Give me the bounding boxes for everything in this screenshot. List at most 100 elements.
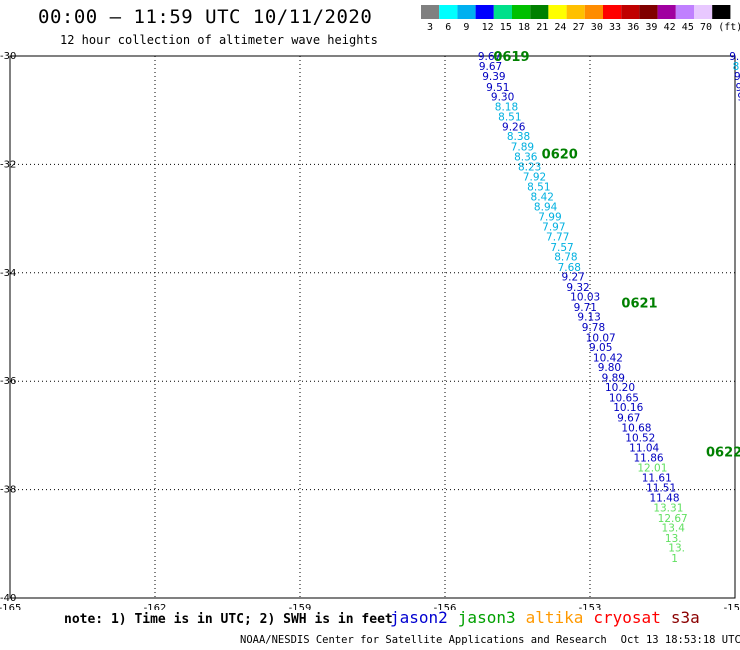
wave-height-label: 9.26 (502, 121, 526, 133)
wave-height-label: 9.30 (491, 92, 514, 104)
wave-height-label: 9 (737, 92, 740, 104)
wave-height-label: 8.18 (495, 101, 518, 113)
wave-height-label: 13.31 (653, 502, 683, 514)
legend-label: 18 (518, 22, 531, 33)
legend-label: 33 (609, 22, 622, 33)
legend-label: 39 (645, 22, 658, 33)
satellite-cryosat: cryosat (593, 608, 661, 627)
wave-height-label: 7.57 (550, 242, 573, 254)
legend-swatch (475, 5, 494, 19)
wave-height-label: 13. (668, 543, 685, 555)
credit-text: NOAA/NESDIS Center for Satellite Applica… (240, 634, 607, 646)
legend-swatch (512, 5, 531, 19)
legend-label: 12 (481, 22, 494, 33)
x-tick-label: -159 (289, 603, 312, 610)
legend-swatch (712, 5, 731, 19)
wave-height-label: 11.51 (646, 482, 676, 494)
wave-height-label: 7.68 (558, 262, 581, 274)
wave-height-label: 10.03 (570, 292, 600, 304)
x-tick-label: -165 (0, 603, 21, 610)
legend-swatch (421, 5, 440, 19)
wave-height-label: 8.51 (527, 182, 550, 194)
wave-height-label: 13.4 (662, 523, 686, 535)
wave-height-label: 9.13 (577, 312, 600, 324)
wave-height-label: 7.97 (542, 222, 565, 234)
wave-height-label: 11.86 (634, 453, 664, 465)
y-tick-label: -36 (0, 376, 16, 387)
wave-height-label: 13. (665, 533, 682, 545)
wave-height-label: 9.7 (729, 51, 740, 63)
wave-height-label: 10.52 (625, 433, 655, 445)
wave-height-label: 8. (733, 61, 740, 73)
wave-height-label: 7.92 (523, 171, 546, 183)
wave-height-label: 10.16 (613, 402, 643, 414)
wave-height-label: 9.67 (478, 51, 501, 63)
wave-height-label: 9.89 (602, 372, 625, 384)
footer-note: note: 1) Time is in UTC; 2) SWH is in fe… (64, 612, 393, 627)
wave-height-label: 10.07 (586, 332, 616, 344)
color-legend (421, 5, 731, 19)
legend-label: 3 (427, 22, 434, 33)
wave-height-label: 9.80 (598, 362, 621, 374)
legend-swatch (639, 5, 658, 19)
wave-height-label: 9.71 (574, 302, 597, 314)
wave-height-label: 8.36 (514, 151, 538, 163)
wave-height-label: 11.48 (649, 493, 679, 505)
legend-label: 6 (445, 22, 452, 33)
y-tick-label: -32 (0, 159, 16, 170)
legend-label: 15 (499, 22, 512, 33)
wave-height-label: 8.42 (531, 191, 554, 203)
wave-height-label: 7.89 (511, 142, 534, 154)
wave-height-label: 9. (734, 71, 740, 83)
legend-label: 24 (554, 22, 567, 33)
wave-height-label: 9.67 (617, 413, 640, 425)
legend-swatch (439, 5, 458, 19)
legend-label: 30 (590, 22, 603, 33)
wave-height-label: 12.01 (637, 462, 667, 474)
wave-height-label: 12.67 (658, 513, 688, 525)
legend-label: 21 (536, 22, 549, 33)
legend-label: (ft) (718, 22, 740, 33)
wave-height-label: 9. (735, 82, 740, 94)
wave-height-label: 9.78 (582, 322, 605, 334)
legend-swatch (584, 5, 603, 19)
y-tick-label: -30 (0, 51, 16, 62)
legend-label: 70 (700, 22, 713, 33)
wave-height-label: 8.38 (507, 131, 530, 143)
wave-height-label: 1 (671, 553, 678, 565)
legend-swatch (457, 5, 476, 19)
time-label: 0620 (542, 148, 578, 163)
legend-swatch (657, 5, 676, 19)
wave-height-label: 9.27 (561, 272, 584, 284)
time-label: 0622 (706, 446, 740, 461)
legend-label: 27 (572, 22, 585, 33)
wave-height-label: 7.99 (538, 211, 561, 223)
wave-height-label: 9.05 (589, 342, 612, 354)
satellite-altika: altika (525, 608, 584, 627)
wave-height-label: 9.32 (566, 282, 589, 294)
time-label: 0619 (493, 50, 529, 65)
wave-height-label: 9.51 (486, 82, 509, 94)
legend-swatch (621, 5, 640, 19)
page-title: 00:00 – 11:59 UTC 10/11/2020 (38, 6, 373, 28)
x-tick-label: -150 (724, 603, 740, 610)
generated-timestamp: Oct 13 18:53:18 UTC 2020 (620, 634, 740, 646)
wave-height-label: 9.39 (482, 71, 505, 83)
wave-height-label: 11.04 (629, 442, 659, 454)
satellite-s3a: s3a (670, 608, 700, 627)
wave-height-map: -165 -162 -159 -156 -153 -150 -30 -32 -34 -36 -38 -… (0, 50, 740, 610)
wave-height-label: 7.77 (546, 231, 569, 243)
x-tick-label: -162 (144, 603, 167, 610)
credit-line: NOAA/NESDIS Center for Satellite Applica… (240, 634, 740, 646)
satellite-jason3: jason3 (457, 608, 516, 627)
wave-height-label: 8.78 (554, 252, 577, 264)
wave-height-label: 10.68 (621, 422, 651, 434)
y-tick-label: -34 (0, 268, 16, 279)
legend-swatch (694, 5, 713, 19)
legend-swatch (493, 5, 512, 19)
satellite-jason2: jason2 (390, 608, 448, 627)
legend-swatch (675, 5, 694, 19)
wave-height-label: 9.67 (479, 61, 502, 73)
satellite-legend: jason2 jason3 altika cryosat s3a (390, 608, 710, 627)
wave-height-label: 10.65 (609, 392, 639, 404)
